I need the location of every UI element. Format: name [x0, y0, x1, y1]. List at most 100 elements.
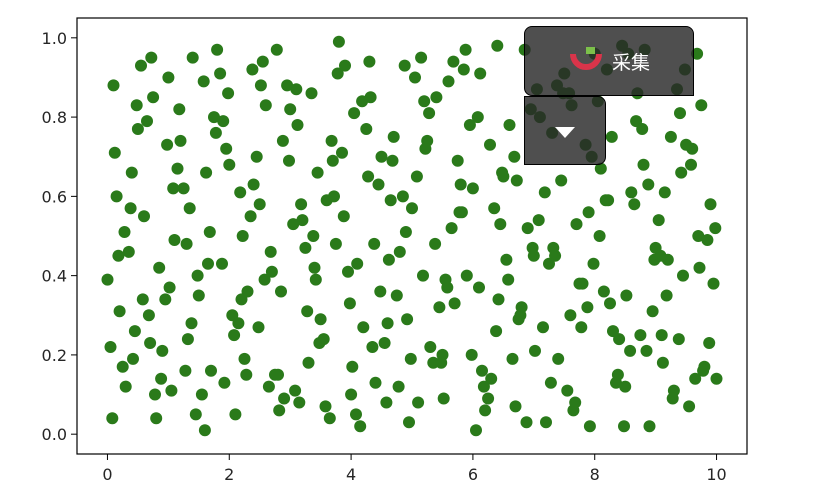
scatter-point	[607, 325, 619, 338]
scatter-point	[401, 313, 414, 326]
scatter-point	[250, 150, 263, 163]
scatter-point	[351, 257, 364, 270]
scatter-point	[147, 91, 160, 104]
scatter-point	[437, 392, 450, 405]
scatter-point	[392, 380, 405, 393]
scatter-point	[229, 408, 242, 421]
scatter-point	[275, 285, 287, 298]
scatter-point	[265, 265, 278, 278]
scatter-point	[197, 75, 210, 88]
scatter-point	[555, 174, 568, 187]
scatter-point	[238, 352, 251, 365]
scatter-point	[301, 305, 314, 318]
scatter-point	[119, 380, 132, 393]
scatter-point	[430, 91, 443, 104]
scatter-point	[217, 115, 230, 128]
scatter-point	[299, 241, 312, 254]
scatter-point	[666, 392, 679, 405]
scatter-point	[305, 87, 318, 100]
scatter-point	[454, 178, 467, 191]
scatter-point	[510, 174, 523, 187]
scatter-point	[289, 384, 302, 397]
scatter-point	[582, 206, 595, 219]
scatter-point	[435, 356, 448, 369]
y-tick-label: 1.0	[42, 29, 67, 48]
scatter-point	[479, 404, 492, 417]
x-tick-label: 10	[706, 465, 726, 484]
scatter-point	[441, 281, 454, 294]
y-tick-label: 0.0	[42, 425, 67, 444]
x-tick-label: 8	[590, 465, 600, 484]
scatter-point	[398, 59, 411, 72]
scatter-point	[167, 182, 180, 195]
scatter-point	[529, 344, 541, 357]
scatter-point	[218, 376, 231, 389]
scatter-point	[418, 95, 431, 108]
scatter-point	[307, 230, 320, 242]
scatter-point	[150, 412, 163, 425]
scatter-point	[628, 198, 641, 211]
scatter-point	[429, 237, 442, 250]
scatter-point	[643, 420, 656, 433]
magnet-icon	[568, 46, 604, 76]
scatter-point	[642, 178, 655, 191]
scatter-point	[583, 420, 596, 433]
scatter-point	[236, 230, 249, 242]
x-axis: 0 2 4 6 8 10	[102, 454, 727, 484]
scatter-point	[216, 257, 228, 270]
scatter-point	[597, 285, 610, 298]
scatter-point	[222, 87, 235, 100]
scatter-point	[672, 333, 685, 346]
scatter-point	[611, 368, 624, 381]
collect-dropdown-button[interactable]	[524, 96, 606, 165]
scatter-point	[135, 59, 147, 72]
scatter-point	[293, 396, 306, 409]
scatter-point	[569, 396, 582, 409]
scatter-point	[228, 329, 241, 342]
scatter-point	[460, 269, 473, 282]
scatter-point	[399, 226, 412, 238]
scatter-point	[253, 198, 266, 211]
scatter-point	[677, 269, 689, 282]
scatter-point	[107, 79, 120, 92]
scatter-point	[442, 75, 455, 88]
scatter-point	[186, 51, 199, 64]
scatter-point	[675, 166, 688, 179]
scatter-point	[620, 289, 633, 302]
collect-label: 采集	[611, 51, 650, 74]
scatter-point	[337, 210, 350, 223]
collect-button[interactable]: 采集	[524, 26, 694, 96]
scatter-point	[252, 321, 265, 334]
scatter-point	[573, 277, 586, 290]
scatter-point	[161, 138, 174, 151]
scatter-point	[368, 237, 381, 250]
scatter-point	[484, 138, 496, 151]
scatter-point	[262, 380, 275, 393]
scatter-point	[423, 107, 436, 120]
scatter-point	[552, 352, 565, 365]
scatter-point	[113, 305, 126, 318]
scatter-point	[619, 380, 632, 393]
scatter-point	[496, 166, 509, 179]
scatter-point	[326, 154, 339, 167]
scatter-point	[311, 166, 324, 179]
scatter-point	[130, 99, 143, 112]
scatter-point	[345, 388, 358, 401]
scatter-point	[313, 337, 326, 349]
scatter-point	[144, 337, 157, 349]
scatter-point	[581, 301, 594, 314]
scatter-point	[223, 158, 236, 171]
scatter-point	[202, 257, 214, 270]
scatter-point	[295, 198, 308, 211]
points-layer	[101, 35, 723, 437]
scatter-point	[171, 162, 184, 175]
x-tick-label: 6	[468, 465, 478, 484]
scatter-point	[537, 321, 549, 334]
scatter-point	[191, 269, 204, 282]
scatter-point	[180, 237, 193, 250]
scatter-point	[466, 182, 479, 195]
scatter-point	[149, 388, 161, 401]
scatter-point	[328, 190, 340, 203]
scatter-point	[459, 43, 472, 56]
scatter-point	[360, 123, 373, 135]
